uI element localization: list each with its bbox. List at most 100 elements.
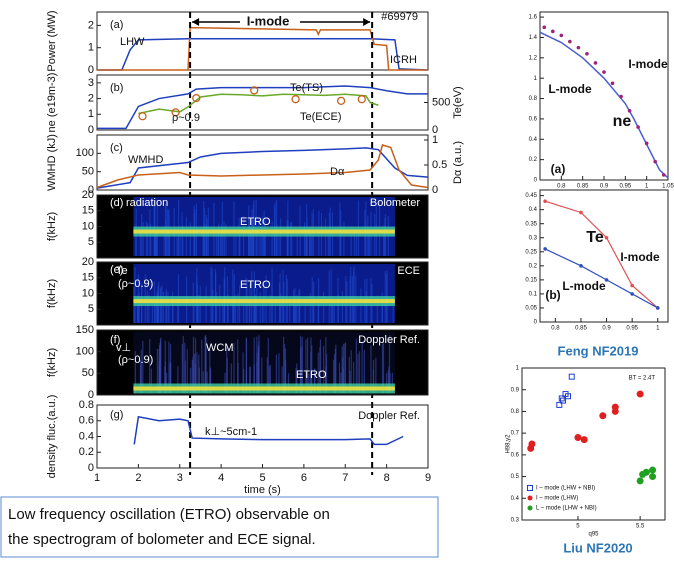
annotation: ρ~0.9 [172,112,200,124]
spectrogram-noise [306,218,308,256]
spectrogram-noise [267,338,269,393]
y-tick-label: 0 [534,178,538,184]
spectrogram-noise [151,297,154,323]
spectrogram-noise [368,233,371,256]
spectrogram-noise [349,370,351,393]
y-axis-label: f(kHz) [46,348,58,377]
spectrogram-noise [193,297,195,323]
spectrogram-noise [358,351,361,393]
spectrogram-noise [309,292,311,323]
x-tick-label: 8 [384,472,390,484]
spectrogram-noise [182,225,184,256]
x-tick-label: 0.8 [551,326,560,332]
spectrogram-noise [212,289,214,323]
y-tick-label: 150 [76,324,94,336]
spectrogram-noise [242,352,244,393]
spectrogram-noise [184,360,186,393]
point [619,94,623,99]
panel: 0.3 0.4 0.5 0.6 0.7 0.8 0.9 1 5 5.5 H98,y2 q95 I – m… [506,366,666,538]
point [602,70,606,74]
series-line [96,147,429,189]
spectrogram-noise [327,232,329,256]
spectrogram-noise [260,227,262,256]
spectrogram-noise [295,367,297,393]
spectrogram-noise [271,221,273,256]
y-tick-label: 0.4 [529,137,538,143]
spectrogram-noise [341,291,344,323]
spectrogram-noise [296,233,298,256]
point [576,45,581,50]
spectrogram-noise [249,228,252,256]
annotation: I-mode [247,13,290,28]
spectrogram-noise [163,227,165,256]
spectrogram-noise [323,345,325,393]
spectrogram-noise [303,222,306,256]
spectrogram-noise [249,366,251,393]
spectrogram-noise [224,372,226,393]
spectrogram-noise [245,337,247,393]
point [630,283,634,288]
spectrogram-noise [382,339,385,393]
annotation: k⊥~5cm-1 [205,426,257,438]
spectrogram-noise [150,223,152,256]
spectrogram-noise [333,359,335,393]
y-tick-label: 0 [534,320,538,326]
spectrogram-noise [134,350,136,393]
y-tick-label: 0.4 [529,207,538,213]
spectrogram-noise [333,300,335,323]
point [580,436,588,444]
spectrogram-noise [256,362,258,393]
annotation: WCM [206,342,234,354]
annotation: (ρ~0.9) [118,278,153,290]
y-tick-label: 100 [76,147,94,159]
series-line [97,38,429,71]
spectrogram-noise [338,362,341,393]
legend-symbol [527,495,533,501]
annotation: L-mode [562,279,606,293]
spectrogram-noise [209,349,211,393]
spectrogram-noise [332,296,334,323]
panel: 0 50 100 150 f(kHz) (f)v⊥(ρ~0.9) Doppler Ref. W… [46,324,429,401]
spectrogram-noise [146,223,149,256]
spectrogram-noise [138,297,140,323]
y-tick-label: 1 [516,366,520,372]
spectrogram-noise [350,350,352,393]
x-tick-label: 0.9 [600,184,609,190]
spectrogram-noise [311,345,313,393]
spectrogram-noise [353,231,356,256]
point [604,235,609,240]
y-tick-label: 0.5 [511,474,520,480]
point [636,390,644,398]
point [528,440,536,448]
y-tick-label: 1.6 [529,15,538,21]
spectrogram-noise [245,370,248,393]
spectrogram-noise [261,357,263,393]
x-tick-label: 5.5 [636,524,645,530]
x-tick-label: 1 [645,184,649,190]
text-line: Low frequency oscillation (ETRO) observa… [8,506,330,523]
spectrogram-noise [196,297,199,323]
spectrogram-noise [341,346,343,393]
spectrogram-noise [355,338,357,393]
spectrogram-noise [353,268,355,323]
annotation: LHW [120,36,145,48]
point [644,141,649,146]
y-tick-label: 0 [88,124,94,136]
annotation: Bolometer [370,197,420,209]
point [551,29,555,34]
spectrogram-noise [164,366,166,393]
spectrogram-noise [222,300,224,323]
panel: 0 0.2 0.4 0.6 0.8 1 1.2 1.4 1.6 0.8 0.85 0.9 0.95 1 1.… [529,11,674,190]
annotation: Doppler Ref. [358,334,420,346]
spectrogram-noise [215,292,218,323]
spectrogram-noise [331,301,333,323]
y-tick-label: 0.6 [529,116,538,122]
x-tick-label: 0.85 [575,326,587,332]
spectrogram-noise [155,229,158,256]
spectrogram-noise [203,223,205,256]
y-tick-label: 10 [82,220,94,232]
spectrogram-noise [243,295,245,323]
spectrogram-noise [357,353,359,393]
point [357,95,366,104]
spectrogram-noise [319,339,322,393]
